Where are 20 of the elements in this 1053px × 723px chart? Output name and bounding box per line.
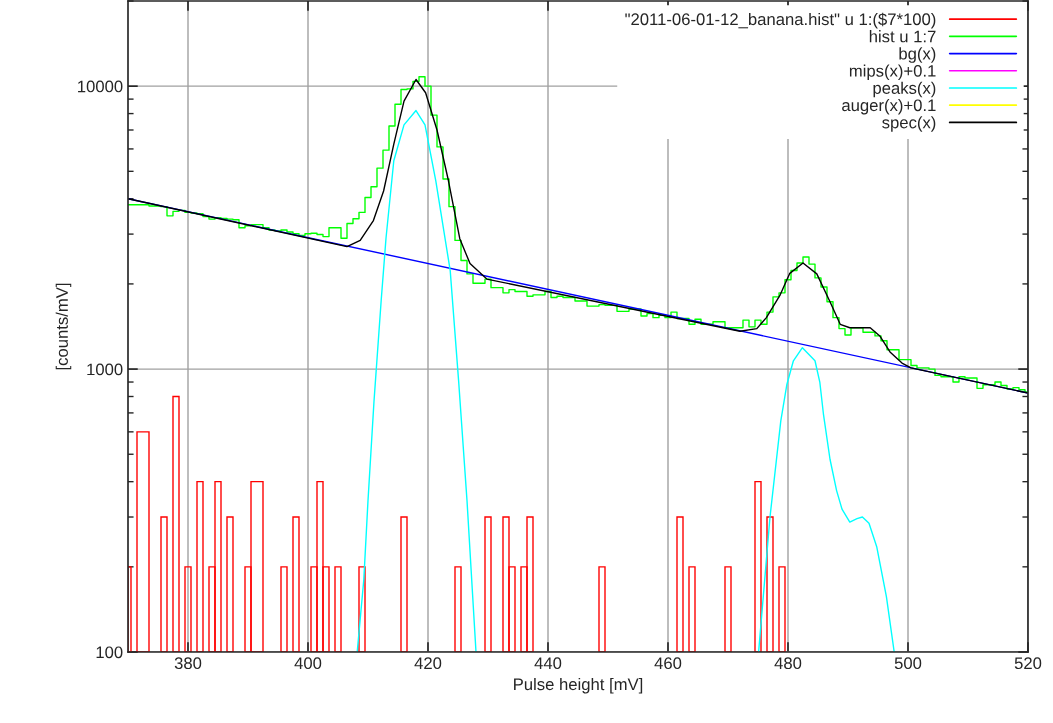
y-tick-label: 1000 bbox=[87, 363, 123, 376]
legend-label: "2011-06-01-12_banana.hist" u 1:($7*100) bbox=[625, 12, 936, 29]
x-tick-label: 480 bbox=[774, 657, 802, 670]
legend-label: hist u 1:7 bbox=[869, 30, 936, 43]
x-tick-label: 380 bbox=[174, 657, 202, 670]
y-tick-label: 10000 bbox=[78, 80, 123, 93]
x-axis-title: Pulse height [mV] bbox=[514, 677, 643, 694]
x-tick-label: 420 bbox=[414, 657, 442, 670]
x-tick-label: 520 bbox=[1014, 657, 1042, 670]
y-axis-title: [counts/mV] bbox=[55, 283, 72, 370]
legend-label: bg(x) bbox=[899, 47, 936, 63]
x-tick-label: 460 bbox=[654, 657, 682, 670]
legend-label: auger(x)+0.1 bbox=[842, 98, 936, 115]
x-tick-label: 400 bbox=[294, 657, 322, 670]
legend-label: spec(x) bbox=[882, 116, 936, 132]
legend-label: mips(x)+0.1 bbox=[849, 64, 936, 81]
legend-label: peaks(x) bbox=[873, 81, 936, 98]
x-tick-label: 440 bbox=[534, 657, 562, 670]
y-tick-label: 100 bbox=[96, 646, 123, 659]
x-tick-label: 500 bbox=[894, 657, 922, 670]
